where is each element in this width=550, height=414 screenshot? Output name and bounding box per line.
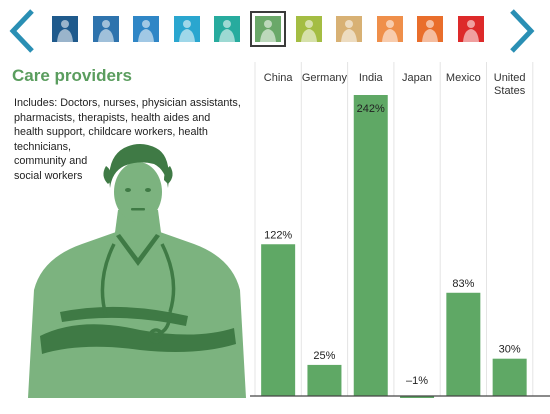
worker-thumbnail-icon — [133, 16, 160, 42]
worker-thumbnail-icon — [295, 16, 322, 42]
worker-thumbnail-icon — [417, 16, 444, 42]
category-thumbnail[interactable] — [214, 16, 241, 42]
category-thumbnail[interactable] — [417, 16, 444, 42]
category-label: Germany — [302, 72, 348, 84]
doctor-figure-icon — [28, 144, 246, 398]
category-thumbnail[interactable] — [52, 16, 78, 42]
bar — [492, 358, 527, 396]
previous-arrow[interactable] — [6, 8, 40, 54]
bar — [353, 95, 388, 396]
category-label: India — [359, 72, 384, 84]
value-label: 25% — [313, 350, 335, 362]
category-thumbnail[interactable] — [173, 16, 200, 42]
worker-thumbnail-icon — [52, 16, 78, 42]
category-thumbnail[interactable] — [92, 16, 119, 42]
category-thumbnail[interactable] — [376, 16, 403, 42]
category-thumbnail[interactable] — [295, 16, 322, 42]
value-label: 242% — [357, 103, 385, 115]
category-label: Japan — [402, 72, 432, 84]
care-provider-illustration — [20, 140, 252, 398]
worker-thumbnail-icon — [173, 16, 200, 42]
description-line: social workers — [14, 169, 83, 182]
growth-bar-chart: China 122% Germany 25% India 242% Japan –1% Mexi… — [250, 62, 550, 414]
value-label: 83% — [452, 278, 474, 290]
value-label: 122% — [264, 229, 292, 241]
category-description: Includes: Doctors, nurses, physician ass… — [14, 96, 252, 184]
description-line: technicians, — [14, 140, 72, 153]
category-thumbnail[interactable] — [336, 16, 363, 42]
worker-thumbnail-icon — [255, 16, 281, 42]
worker-thumbnail-icon — [92, 16, 119, 42]
worker-thumbnail-icon — [336, 16, 363, 42]
worker-thumbnail-icon — [458, 16, 484, 42]
value-label: –1% — [406, 375, 428, 387]
worker-thumbnail-icon — [214, 16, 241, 42]
bar — [446, 292, 481, 396]
category-navigation — [0, 0, 550, 62]
description-line: pharmacists, therapists, health aides an… — [14, 111, 211, 124]
page-title: Care providers — [12, 66, 132, 85]
description-line: community and — [14, 155, 88, 168]
category-label: United States — [494, 72, 526, 97]
chevron-right-icon — [510, 9, 535, 53]
value-label: 30% — [499, 344, 521, 356]
bar — [261, 244, 296, 396]
bar — [400, 396, 435, 398]
category-label: China — [264, 72, 294, 84]
chart-canvas: China 122% Germany 25% India 242% Japan –1% Mexi… — [250, 62, 550, 398]
worker-thumbnail-icon — [376, 16, 403, 42]
next-arrow[interactable] — [504, 8, 538, 54]
bar — [307, 364, 342, 396]
description-line: health support, childcare workers, healt… — [14, 126, 208, 139]
category-label: Mexico — [446, 72, 481, 84]
chevron-left-icon — [9, 9, 34, 53]
category-thumbnail[interactable] — [458, 16, 484, 42]
category-thumbnail[interactable] — [250, 11, 286, 47]
description-line: Includes: Doctors, nurses, physician ass… — [14, 97, 241, 109]
category-thumbnail[interactable] — [133, 16, 160, 42]
